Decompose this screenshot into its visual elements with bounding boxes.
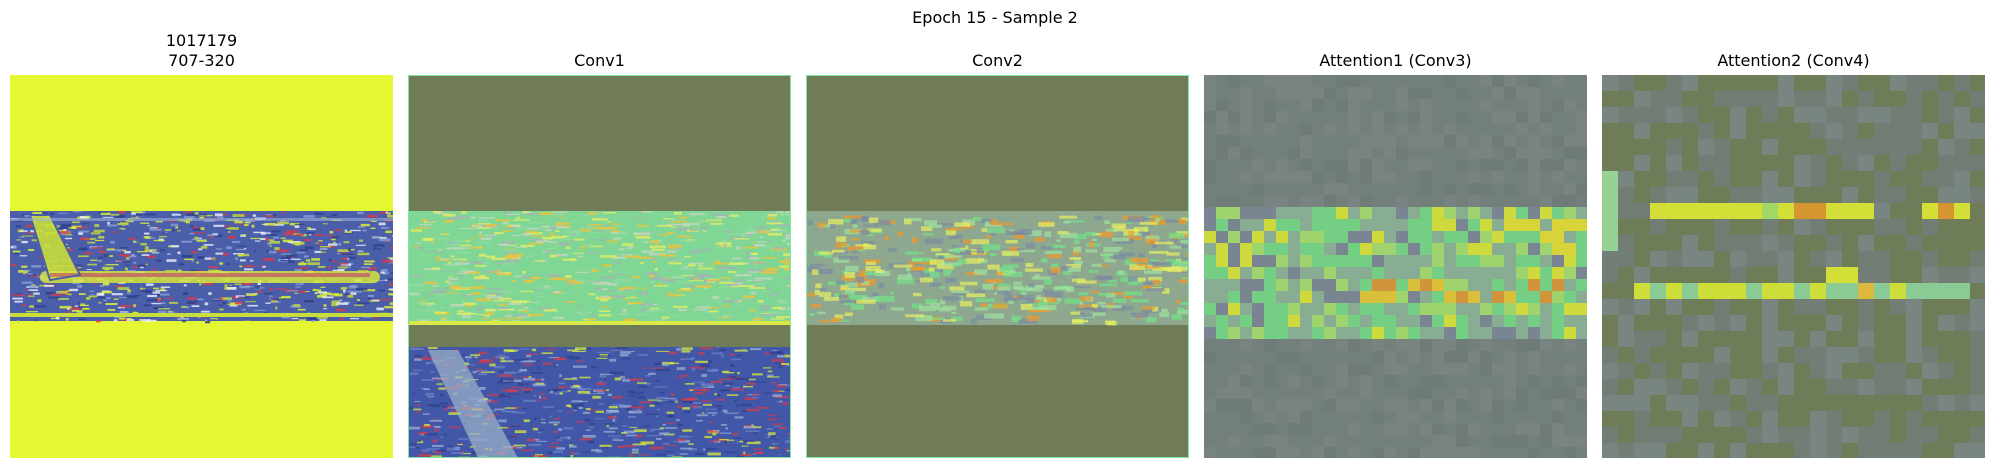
panel-title-attention1: Attention1 (Conv3): [1319, 51, 1472, 70]
figure-title: Epoch 15 - Sample 2: [912, 8, 1078, 27]
panel-title-conv2: Conv2: [972, 51, 1023, 70]
panel-attention1: Attention1 (Conv3): [1204, 0, 1587, 467]
attention2-heatmap: [1602, 75, 1985, 458]
panel-title-id: 1017179: [165, 31, 238, 50]
panel-title-conv1: Conv1: [574, 51, 625, 70]
panel-conv1: Conv1: [408, 0, 791, 467]
input-image: [10, 75, 393, 458]
panel-conv2: Conv2: [806, 0, 1189, 467]
panel-title-model: 707-320: [168, 51, 235, 70]
conv1-heatmap: [408, 75, 791, 458]
panel-attention2: Attention2 (Conv4): [1602, 0, 1985, 467]
panel-title-attention2: Attention2 (Conv4): [1717, 51, 1870, 70]
conv2-heatmap: [806, 75, 1189, 458]
panel-input: 1017179 707-320: [10, 0, 393, 467]
attention1-heatmap: [1204, 75, 1587, 458]
